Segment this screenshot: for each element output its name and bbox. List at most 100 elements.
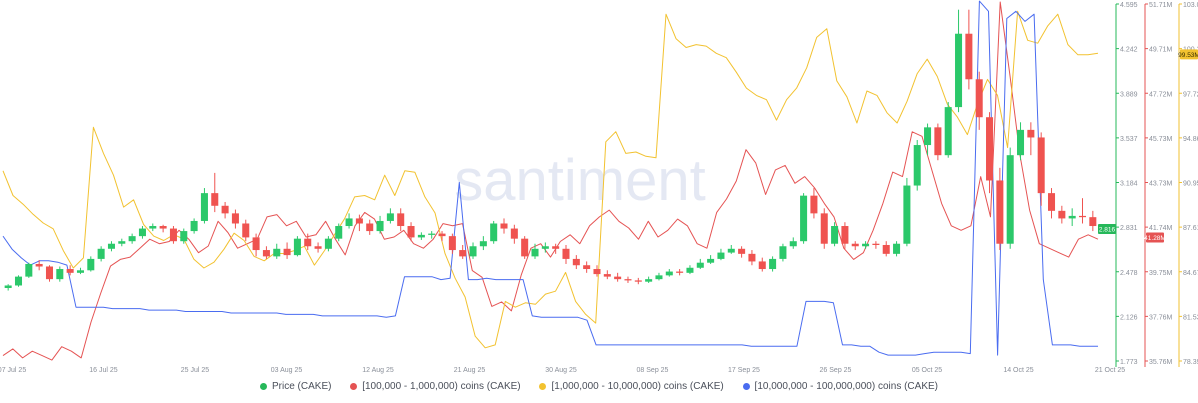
red-axis-tick-label: 45.73M: [1149, 136, 1173, 143]
candle-body: [841, 226, 849, 244]
candle-body: [386, 213, 394, 221]
candle-body: [810, 195, 818, 214]
candle: [314, 242, 322, 253]
candle: [1006, 147, 1014, 249]
candle-body: [366, 223, 374, 232]
x-tick-label: 25 Jul 25: [181, 367, 210, 374]
x-tick-label: 17 Sep 25: [728, 367, 760, 374]
legend-label-yellow: [1,000,000 - 10,000,000) coins (CAKE): [551, 381, 724, 392]
candle-body: [438, 233, 446, 237]
candle: [448, 233, 456, 254]
candle-body: [624, 279, 632, 281]
candle-body: [882, 244, 890, 254]
candle-body: [128, 236, 136, 242]
candle-body: [831, 226, 839, 244]
candle-body: [707, 258, 715, 263]
candle-body: [862, 243, 870, 247]
candle-body: [748, 253, 756, 262]
x-tick-label: 08 Sep 25: [637, 367, 669, 374]
candle-body: [211, 193, 219, 206]
candle: [469, 242, 477, 259]
candle-body: [872, 243, 880, 245]
legend-item-yellow[interactable]: [1,000,000 - 10,000,000) coins (CAKE): [539, 381, 724, 392]
candle-body: [324, 238, 332, 249]
candle-body: [510, 228, 518, 239]
candle: [665, 269, 673, 277]
candle-body: [727, 248, 735, 253]
red-axis-tick-label: 35.76M: [1149, 359, 1173, 366]
legend-item-price[interactable]: Price (CAKE): [259, 381, 332, 392]
candle: [417, 232, 425, 240]
candle-body: [376, 220, 384, 232]
candle: [397, 208, 405, 232]
red-axis-tick-label: 39.75M: [1149, 270, 1173, 277]
candle-body: [355, 218, 363, 224]
candle-body: [200, 193, 208, 221]
candle-body: [975, 79, 983, 118]
candle: [345, 213, 353, 229]
candle: [510, 224, 518, 244]
candle-body: [66, 269, 74, 273]
legend-item-red[interactable]: [100,000 - 1,000,000) coins (CAKE): [350, 381, 521, 392]
candle: [262, 246, 270, 259]
price-current-badge-label: 2.816: [1099, 227, 1116, 234]
candle-body: [552, 246, 560, 249]
candle: [727, 244, 735, 254]
candle-body: [490, 223, 498, 242]
price-axis-tick-label: 4.242: [1120, 47, 1138, 54]
legend-swatch-yellow: [539, 382, 547, 390]
legend-item-blue[interactable]: [10,000,000 - 100,000,000) coins (CAKE): [742, 381, 938, 392]
candle-body: [273, 248, 281, 257]
candle: [603, 270, 611, 280]
candle-body: [304, 238, 312, 247]
candle-body: [1017, 129, 1025, 156]
candle-body: [190, 220, 198, 232]
candle: [831, 222, 839, 247]
legend: Price (CAKE) [100,000 - 1,000,000) coins…: [0, 381, 1198, 392]
candle-body: [893, 243, 901, 254]
yellow-axis-tick-label: 94.86: [1183, 136, 1198, 143]
candle: [159, 224, 167, 233]
candle: [696, 258, 704, 270]
candle-body: [665, 271, 673, 276]
candle: [304, 233, 312, 251]
candle: [903, 177, 911, 247]
candle-body: [934, 127, 942, 156]
candle: [14, 275, 23, 287]
yellow-axis-tick-label: 87.61: [1183, 225, 1198, 232]
candle: [800, 193, 808, 244]
yellow-current-badge-label: 99.53M: [1178, 52, 1198, 59]
candle: [934, 123, 942, 161]
candle: [45, 265, 53, 282]
candle-body: [1068, 215, 1076, 219]
candle-body: [221, 205, 229, 214]
candle-body: [1058, 210, 1066, 219]
candle: [479, 236, 487, 251]
candle: [138, 226, 146, 239]
candle-body: [1027, 129, 1035, 138]
yellow-axis-tick-label: 78.39: [1183, 359, 1198, 366]
candle: [583, 261, 591, 273]
legend-label-blue: [10,000,000 - 100,000,000) coins (CAKE): [754, 381, 938, 392]
candle-body: [252, 237, 260, 251]
legend-label-price: Price (CAKE): [271, 381, 332, 392]
x-tick-label: 07 Jul 25: [0, 367, 26, 374]
legend-swatch-red: [350, 382, 358, 390]
candle-body: [180, 231, 188, 242]
candle-body: [965, 33, 973, 80]
candle-body: [572, 258, 580, 266]
candle: [490, 220, 498, 244]
x-tick-label: 26 Sep 25: [820, 367, 852, 374]
candle-body: [1089, 217, 1097, 227]
price-axis-tick-label: 1.773: [1120, 359, 1138, 366]
candle-body: [138, 228, 146, 237]
candle: [655, 272, 663, 281]
candle-body: [417, 234, 425, 238]
candle-body: [1048, 193, 1056, 211]
candle: [1027, 122, 1035, 156]
price-axis-tick-label: 2.126: [1120, 314, 1138, 321]
candle: [769, 256, 777, 272]
candle: [965, 9, 973, 90]
candle-body: [335, 226, 343, 239]
candle: [407, 222, 415, 242]
